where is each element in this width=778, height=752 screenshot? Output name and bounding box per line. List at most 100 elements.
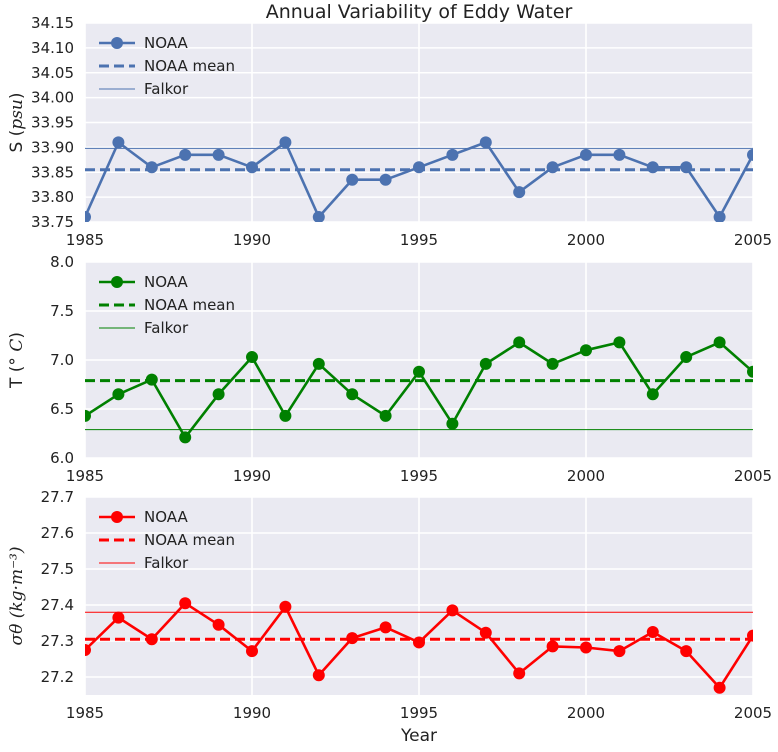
noaa-data-point <box>85 644 91 656</box>
noaa-data-point <box>379 173 392 186</box>
y-tick-label: 33.95 <box>31 114 74 132</box>
noaa-data-point <box>680 645 693 658</box>
y-tick-label: 27.4 <box>41 596 74 614</box>
y-tick-label: 27.7 <box>41 488 74 506</box>
y-tick-label: 27.2 <box>41 668 74 686</box>
noaa-data-point <box>145 161 158 174</box>
legend-noaa-label: NOAA <box>144 273 188 291</box>
x-tick-label: 1990 <box>233 467 271 485</box>
noaa-data-point <box>680 161 693 174</box>
noaa-data-point <box>246 161 258 174</box>
noaa-data-point <box>413 636 425 649</box>
x-tick-label: 2005 <box>734 467 772 485</box>
noaa-data-point <box>413 161 425 174</box>
y-axis-label: S (psu) <box>7 92 27 152</box>
noaa-data-point <box>379 621 392 634</box>
y-tick-label: 34.00 <box>31 89 74 107</box>
noaa-data-point <box>279 600 292 613</box>
y-tick-label: 33.80 <box>31 188 74 206</box>
y-tick-label: 6.5 <box>50 400 74 418</box>
noaa-data-point <box>212 388 225 401</box>
noaa-data-point <box>179 431 192 444</box>
noaa-data-point <box>580 344 592 357</box>
x-tick-label: 1995 <box>400 231 438 249</box>
noaa-data-point <box>312 357 325 370</box>
legend-noaa-marker <box>111 511 123 523</box>
y-tick-label: 27.6 <box>41 524 74 542</box>
plot-area <box>85 597 753 694</box>
legend-falkor-label: Falkor <box>144 80 189 98</box>
y-tick-label: 34.05 <box>31 64 74 82</box>
y-tick-label: 34.10 <box>31 39 74 57</box>
noaa-data-point <box>212 618 225 631</box>
x-tick-label: 2000 <box>567 704 605 722</box>
noaa-data-point <box>546 640 559 653</box>
noaa-data-point <box>613 645 626 658</box>
y-tick-label: 6.0 <box>50 449 74 467</box>
legend-mean-label: NOAA mean <box>144 531 235 549</box>
noaa-data-point <box>145 373 158 386</box>
noaa-data-point <box>85 211 91 222</box>
noaa-data-point <box>246 645 258 658</box>
legend-noaa-label: NOAA <box>144 508 188 526</box>
noaa-data-point <box>413 365 425 378</box>
plot-area <box>85 336 753 444</box>
noaa-data-point <box>646 161 659 174</box>
subplot-3: 1985 1990 1995 2000 2005 27.2 27.3 27.4 27.5 27.6… <box>7 488 772 746</box>
noaa-data-point <box>646 626 659 638</box>
legend-noaa-label: NOAA <box>144 34 188 52</box>
noaa-data-point <box>580 641 592 654</box>
chart-title: Annual Variability of Eddy Water <box>266 1 573 23</box>
noaa-data-point <box>212 148 225 161</box>
noaa-data-point <box>713 336 726 349</box>
plot-area <box>85 136 753 222</box>
y-axis-label: σθ (kg·m⁻³) <box>7 546 27 645</box>
legend: NOAA NOAA mean Falkor <box>99 34 235 98</box>
y-tick-label: 34.15 <box>31 14 74 32</box>
noaa-data-point <box>446 604 459 617</box>
noaa-data-point <box>379 409 392 422</box>
legend-mean-label: NOAA mean <box>144 296 235 314</box>
noaa-data-point <box>513 186 526 199</box>
noaa-data-point <box>312 669 325 682</box>
x-tick-label: 1985 <box>66 231 104 249</box>
subplot-1: 1985 1990 1995 2000 2005 33.75 33.80 33.85 33.90… <box>7 1 772 249</box>
noaa-data-point <box>479 626 492 639</box>
noaa-data-point <box>312 211 325 222</box>
noaa-data-point <box>747 629 753 642</box>
noaa-data-point <box>279 409 292 422</box>
noaa-data-point <box>747 365 753 378</box>
noaa-data-point <box>112 388 125 401</box>
noaa-data-point <box>580 148 592 161</box>
noaa-data-point <box>179 148 192 161</box>
noaa-data-point <box>179 597 192 610</box>
noaa-data-point <box>145 633 158 646</box>
legend: NOAA NOAA mean Falkor <box>99 508 235 572</box>
noaa-data-point <box>613 336 626 349</box>
x-tick-label: 1990 <box>233 231 271 249</box>
noaa-data-point <box>446 148 459 161</box>
y-tick-label: 33.85 <box>31 163 74 181</box>
subplot-2: 1985 1990 1995 2000 2005 6.0 6.5 7.0 7.5 8.0 T (° … <box>7 253 772 485</box>
y-tick-label: 33.75 <box>31 213 74 231</box>
noaa-data-point <box>479 136 492 149</box>
x-tick-label: 2000 <box>567 231 605 249</box>
x-tick-label: 1995 <box>400 704 438 722</box>
legend-mean-label: NOAA mean <box>144 57 235 75</box>
x-tick-label: 1995 <box>400 467 438 485</box>
noaa-data-point <box>646 388 659 401</box>
x-tick-label: 1985 <box>66 467 104 485</box>
noaa-data-point <box>112 136 125 149</box>
noaa-data-point <box>279 136 292 149</box>
noaa-data-point <box>680 351 693 364</box>
noaa-data-point <box>713 211 726 222</box>
legend: NOAA NOAA mean Falkor <box>99 273 235 337</box>
y-tick-label: 27.5 <box>41 560 74 578</box>
y-tick-label: 8.0 <box>50 253 74 271</box>
noaa-data-point <box>346 632 359 645</box>
x-tick-label: 1985 <box>66 704 104 722</box>
noaa-data-point <box>513 336 526 349</box>
legend-falkor-label: Falkor <box>144 554 189 572</box>
x-tick-label: 2000 <box>567 467 605 485</box>
